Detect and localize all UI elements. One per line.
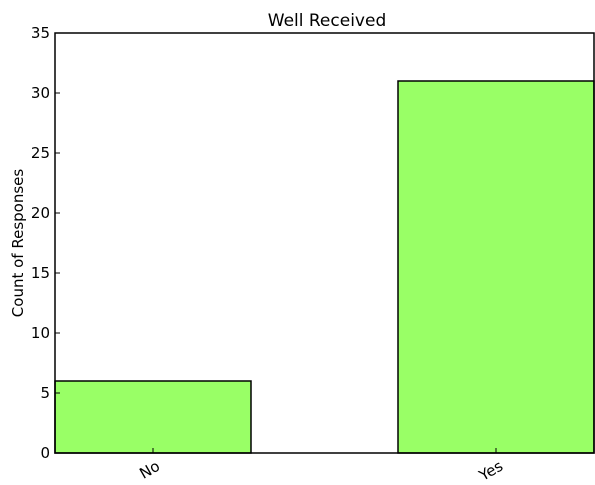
x-tick-label: Yes — [475, 457, 506, 485]
y-tick-label: 10 — [31, 324, 50, 342]
y-tick-label: 25 — [31, 144, 50, 162]
y-tick-label: 35 — [31, 24, 50, 42]
x-tick-label: No — [136, 457, 163, 483]
chart-title: Well Received — [268, 11, 386, 31]
y-axis-label: Count of Responses — [9, 169, 27, 318]
bar-no — [54, 380, 252, 454]
y-tick-label: 15 — [31, 264, 50, 282]
bar-yes — [397, 80, 595, 454]
y-tick-label: 20 — [31, 204, 50, 222]
y-tick-label: 5 — [40, 384, 50, 402]
y-tick-label: 30 — [31, 84, 50, 102]
y-ticks-group: 0 5 10 15 20 25 30 35 — [31, 24, 60, 462]
plot-frame — [54, 32, 595, 454]
y-tick-label: 0 — [40, 444, 50, 462]
bars-group — [54, 80, 595, 454]
